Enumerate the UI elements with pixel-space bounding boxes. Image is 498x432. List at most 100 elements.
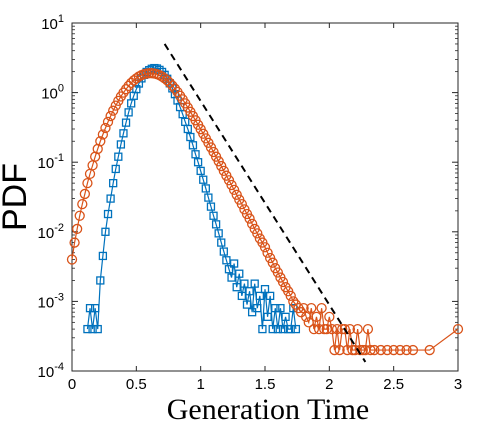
data-point-square [219, 247, 228, 256]
data-point-circle [218, 165, 229, 177]
data-point-square [111, 164, 120, 174]
data-point-circle [97, 129, 109, 140]
data-point-circle [74, 210, 85, 221]
data-point-square [183, 124, 192, 134]
data-point-square [85, 303, 95, 313]
data-point-square [235, 269, 244, 278]
data-point-square [121, 118, 131, 127]
x-tick-label: 1.5 [255, 376, 276, 393]
data-point-square [289, 303, 298, 313]
y-tick-label: 10-4 [38, 361, 64, 381]
data-point-circle [226, 179, 237, 191]
data-point-square [114, 152, 123, 161]
data-point-circle [102, 116, 114, 127]
x-tick-label: 0 [68, 376, 76, 393]
data-point-square [106, 194, 115, 203]
data-point-square [209, 211, 218, 220]
y-tick-label: 10-1 [38, 152, 64, 172]
data-point-square [276, 303, 285, 313]
data-point-circle [267, 257, 278, 268]
data-point-circle [349, 344, 361, 356]
data-point-square [191, 150, 200, 159]
data-point-square [222, 256, 231, 265]
data-point-square [98, 251, 108, 261]
data-point-circle [120, 84, 132, 95]
data-point-circle [259, 242, 271, 253]
data-point-circle [394, 344, 406, 356]
data-point-circle [329, 344, 340, 356]
data-point-circle [326, 323, 338, 335]
data-point-circle [246, 218, 258, 230]
data-point-circle [95, 136, 106, 147]
data-point-circle [79, 188, 91, 200]
data-point-circle [342, 344, 353, 356]
data-point-square [253, 303, 262, 313]
data-point-circle [252, 228, 263, 239]
series-line-circle [71, 72, 459, 351]
x-tick-label: 0.5 [126, 376, 147, 393]
x-tick-label: 2.5 [383, 376, 404, 393]
data-point-square [240, 279, 249, 288]
data-point-square [265, 291, 275, 301]
data-point-circle [108, 105, 119, 116]
x-tick-label: 2 [325, 376, 333, 393]
data-point-square [232, 283, 241, 292]
data-point-circle [167, 80, 178, 91]
data-point-circle [321, 323, 332, 335]
data-point-circle [285, 290, 296, 302]
data-point-circle [452, 323, 464, 335]
data-point-square [103, 209, 113, 219]
x-tick-label: 1 [196, 376, 204, 393]
data-point-circle [231, 189, 242, 200]
data-point-square [119, 129, 128, 138]
data-point-circle [244, 213, 255, 224]
data-point-square [224, 265, 234, 274]
data-point-circle [331, 323, 343, 335]
data-point-square [206, 202, 216, 211]
data-point-circle [362, 323, 374, 335]
data-point-square [88, 324, 97, 334]
data-point-square [245, 287, 254, 296]
data-point-circle [162, 75, 173, 86]
data-point-circle [355, 344, 366, 356]
data-point-square [211, 220, 221, 229]
data-point-square [260, 284, 270, 294]
data-point-square [229, 259, 239, 268]
data-point-square [217, 238, 226, 247]
data-point-circle [369, 344, 380, 356]
data-point-circle [316, 302, 327, 314]
data-point-circle [288, 296, 299, 307]
data-point-circle [272, 267, 284, 278]
data-point-circle [154, 70, 165, 81]
data-point-circle [303, 317, 314, 328]
data-point-circle [144, 68, 155, 79]
data-point-circle [100, 122, 111, 134]
data-point-circle [301, 311, 312, 322]
data-point-circle [69, 237, 80, 248]
data-point-square [186, 132, 195, 142]
x-tick-label: 3 [454, 376, 462, 393]
data-point-circle [407, 344, 419, 356]
data-point-circle [131, 73, 142, 84]
data-point-square [227, 273, 236, 282]
data-point-circle [66, 254, 78, 265]
data-point-circle [262, 247, 273, 258]
data-point-circle [352, 323, 363, 335]
data-point-square [96, 276, 105, 285]
data-point-circle [77, 198, 88, 210]
data-point-circle [82, 178, 93, 189]
data-point-circle [337, 323, 348, 335]
data-point-square [263, 312, 272, 321]
data-point-circle [339, 323, 350, 335]
y-tick-label: 10-3 [38, 291, 64, 311]
data-point-circle [313, 323, 325, 335]
data-point-square [281, 312, 290, 321]
data-point-circle [277, 276, 289, 288]
data-point-square [116, 140, 126, 149]
data-point-square [124, 108, 133, 117]
data-point-circle [71, 223, 83, 235]
data-point-square [91, 303, 100, 313]
data-point-circle [228, 184, 240, 196]
data-point-square [273, 324, 283, 334]
